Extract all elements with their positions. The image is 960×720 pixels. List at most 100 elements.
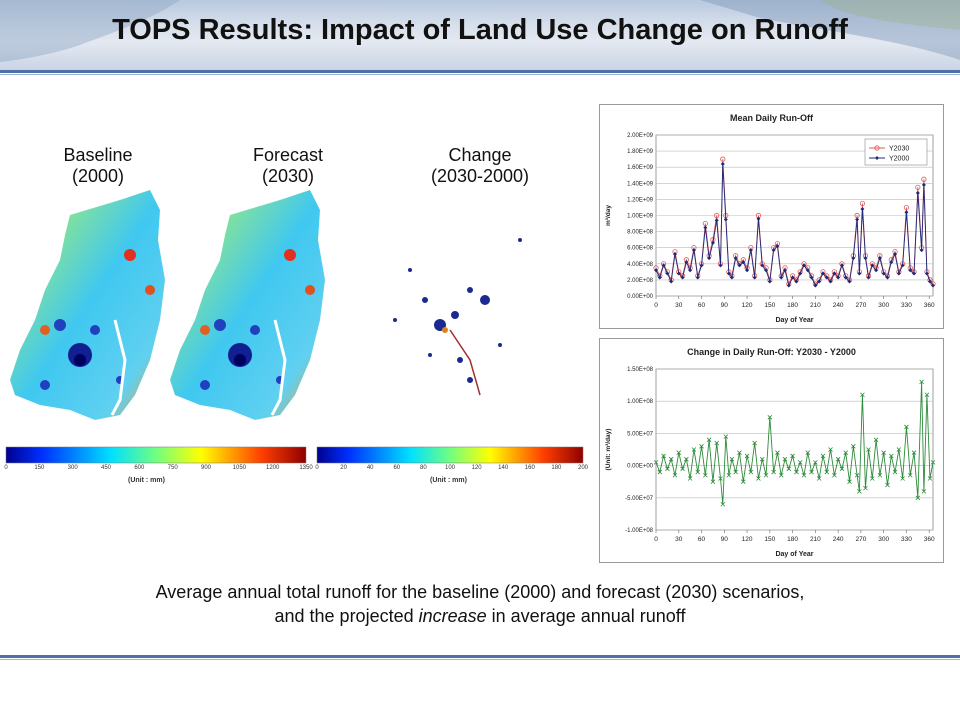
data-point xyxy=(680,275,685,280)
data-point xyxy=(847,479,852,484)
change-runoff-map xyxy=(393,238,522,396)
data-point xyxy=(687,476,693,481)
data-point xyxy=(672,252,677,257)
colorbar-tick-label: 450 xyxy=(100,465,112,471)
data-point xyxy=(851,256,856,261)
data-point xyxy=(691,447,697,452)
data-point xyxy=(927,476,933,481)
x-tick-label: 240 xyxy=(833,302,844,309)
data-point xyxy=(763,472,769,478)
colorbar-tick-label: 1200 xyxy=(265,465,280,471)
data-point xyxy=(860,392,865,398)
footer-divider xyxy=(0,655,960,658)
colorbar-tick-label: 160 xyxy=(524,465,535,471)
data-point xyxy=(820,453,826,459)
data-point xyxy=(805,450,811,456)
slide-header: TOPS Results: Impact of Land Use Change … xyxy=(0,0,960,70)
x-tick-label: 30 xyxy=(675,536,683,543)
colorbar-tick-label: 120 xyxy=(471,465,482,471)
y-tick-label: 2.00E+08 xyxy=(627,278,654,284)
plot-area xyxy=(655,368,934,531)
data-point xyxy=(654,268,658,273)
x-tick-label: 210 xyxy=(810,302,821,309)
data-point xyxy=(863,256,868,261)
data-point xyxy=(851,443,856,449)
data-point xyxy=(915,495,921,501)
data-point xyxy=(786,283,791,288)
caption-emphasis: increase xyxy=(418,606,487,626)
colorbar-change xyxy=(316,446,584,464)
data-point xyxy=(729,456,735,462)
colorbar-tick-label: 20 xyxy=(340,465,347,471)
data-point xyxy=(767,415,773,420)
data-point xyxy=(885,275,890,280)
x-tick-label: 360 xyxy=(924,302,935,309)
data-point xyxy=(714,440,719,446)
data-point xyxy=(881,450,886,456)
x-tick-label: 360 xyxy=(924,536,935,543)
y-tick-label: 1.60E+09 xyxy=(627,165,654,171)
x-axis-label: Day of Year xyxy=(775,317,813,324)
x-tick-label: 120 xyxy=(742,302,753,309)
y-tick-label: 1.00E+09 xyxy=(627,214,654,220)
data-point xyxy=(824,469,830,475)
data-point xyxy=(661,453,666,459)
x-tick-label: 240 xyxy=(833,536,844,543)
data-point xyxy=(896,447,902,452)
x-tick-label: 30 xyxy=(675,302,683,309)
data-point xyxy=(813,460,818,465)
legend xyxy=(864,138,928,166)
colorbar-tick-label: 100 xyxy=(444,465,456,471)
data-point xyxy=(877,256,882,261)
colorbar-tick-label: 900 xyxy=(200,465,212,471)
data-point xyxy=(809,469,814,475)
legend-label: Y2030 xyxy=(889,146,909,153)
data-point xyxy=(706,437,712,443)
data-point xyxy=(832,472,837,478)
caption-line-2-post: in average annual runoff xyxy=(486,606,686,626)
colorbar-tick-label: 600 xyxy=(134,465,145,471)
data-point xyxy=(688,268,693,273)
y-tick-label: -1.00E+08 xyxy=(625,528,654,534)
data-point xyxy=(854,472,860,478)
colorbar-change-unit: (Unit : mm) xyxy=(430,477,467,484)
data-point xyxy=(873,437,879,443)
x-tick-label: 330 xyxy=(901,536,912,543)
colorbar-runoff-unit: (Unit : mm) xyxy=(128,477,165,484)
x-tick-label: 60 xyxy=(698,302,706,309)
data-point xyxy=(775,450,780,456)
y-tick-label: 1.50E+08 xyxy=(627,367,654,373)
x-tick-label: 0 xyxy=(654,302,658,309)
map-label-change: Change (2030-2000) xyxy=(410,145,550,187)
slide-caption: Average annual total runoff for the base… xyxy=(20,580,940,628)
chart-title: Change in Daily Run-Off: Y2030 - Y2000 xyxy=(687,347,856,357)
colorbar-tick-label: 750 xyxy=(167,465,178,471)
data-point xyxy=(653,460,659,465)
chart-title: Mean Daily Run-Off xyxy=(730,113,814,123)
data-point xyxy=(870,476,875,481)
data-point xyxy=(756,476,761,481)
y-tick-label: -5.00E+07 xyxy=(625,496,654,502)
x-tick-label: 0 xyxy=(654,536,658,543)
data-point xyxy=(847,279,852,284)
y-tick-label: 1.20E+09 xyxy=(627,197,654,203)
colorbar-tick-label: 180 xyxy=(551,465,562,471)
colorbar-tick-label: 300 xyxy=(67,465,78,471)
colorbar-tick-label: 60 xyxy=(393,465,401,471)
data-point xyxy=(778,472,784,478)
data-point xyxy=(885,482,890,488)
x-tick-label: 210 xyxy=(810,536,821,543)
data-point xyxy=(813,283,818,288)
map-label-baseline: Baseline (2000) xyxy=(28,145,168,187)
colorbar-tick-label: 40 xyxy=(366,465,374,471)
colorbar-runoff-ticks: 0 150 300 450 600 750 900 1050 1200 1350 xyxy=(4,465,312,475)
data-point xyxy=(672,472,678,478)
x-axis-label: Day of Year xyxy=(775,551,813,558)
data-point xyxy=(665,466,670,472)
data-point xyxy=(740,479,746,484)
y-axis-label: (Unit: m³/day) xyxy=(605,429,612,471)
caption-line-2: and the projected increase in average an… xyxy=(20,604,940,628)
x-tick-label: 270 xyxy=(855,536,866,543)
colorbar-tick-label: 0 xyxy=(315,465,319,471)
baseline-runoff-map xyxy=(10,190,165,420)
